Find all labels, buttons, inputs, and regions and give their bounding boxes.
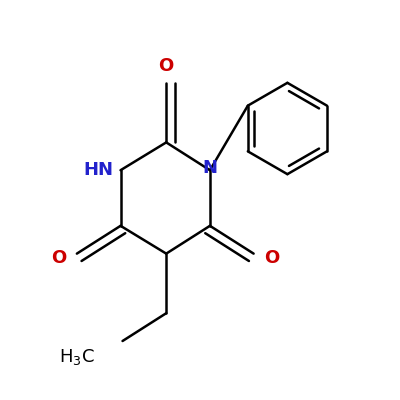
Text: HN: HN	[84, 161, 114, 179]
Text: O: O	[51, 248, 67, 266]
Text: O: O	[264, 248, 279, 266]
Text: N: N	[202, 159, 218, 177]
Text: O: O	[159, 57, 174, 75]
Text: H$_3$C: H$_3$C	[59, 347, 95, 367]
